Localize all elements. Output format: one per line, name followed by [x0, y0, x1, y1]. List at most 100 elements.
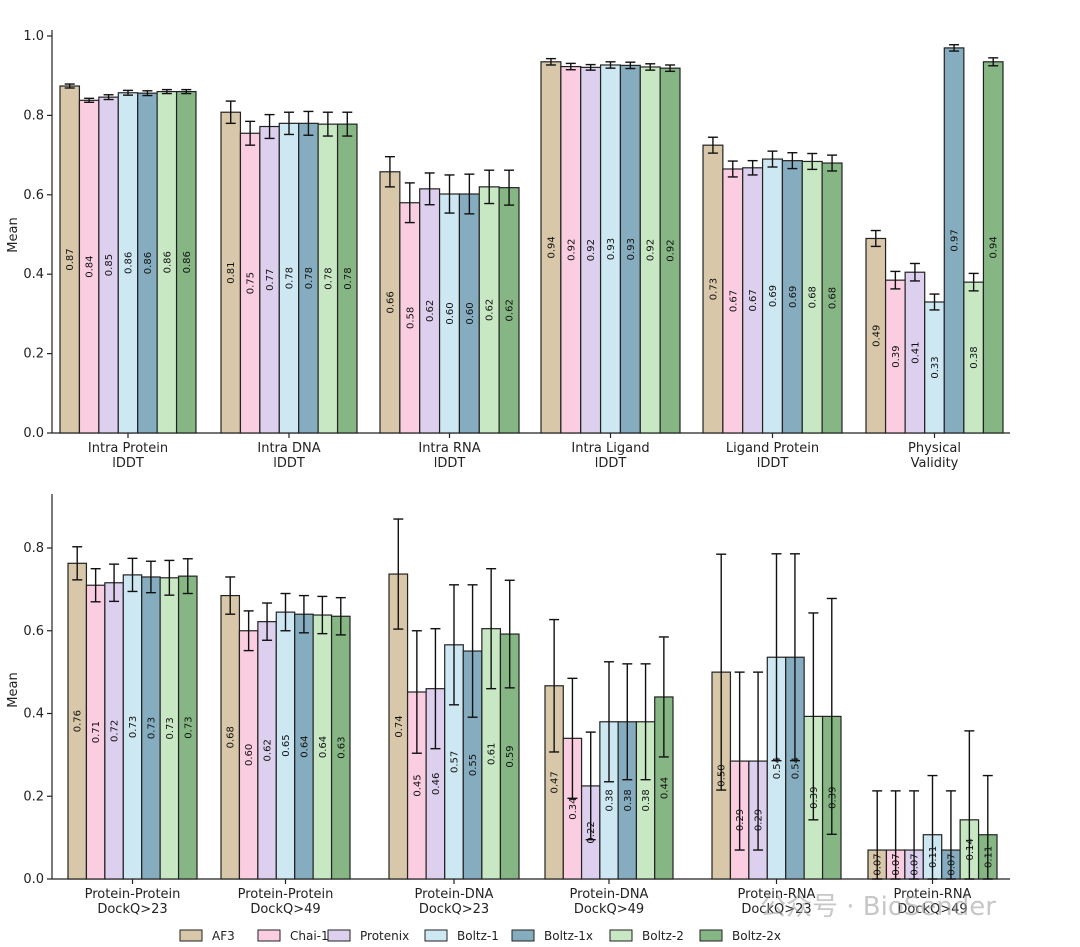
data-label: 0.49	[871, 325, 882, 347]
data-label: 0.38	[641, 789, 652, 811]
data-label: 0.94	[546, 236, 557, 258]
data-label: 0.63	[336, 737, 347, 759]
data-label: 0.78	[343, 267, 354, 289]
data-label: 0.86	[162, 251, 173, 273]
watermark-text: 公众号 · BioSender	[760, 892, 996, 922]
data-label: 0.86	[143, 252, 154, 274]
legend: AF3 Chai-1 Protenix Boltz-1 Boltz-1x Boltz-2 B…	[179, 929, 781, 943]
data-label: 0.41	[910, 341, 921, 363]
y-tick-label: 0.8	[23, 108, 44, 123]
data-label: 0.78	[323, 267, 334, 289]
data-label: 0.71	[91, 721, 102, 743]
data-label: 0.54	[790, 757, 801, 779]
legend-swatch-chai-1	[257, 929, 281, 942]
data-label: 0.61	[487, 743, 498, 765]
data-label: 0.93	[606, 238, 617, 260]
data-label: 0.85	[104, 254, 115, 276]
x-tick-label: DockQ>49	[897, 902, 967, 917]
y-axis-label: Mean	[6, 217, 21, 252]
x-tick-label: Intra Ligand	[571, 441, 649, 456]
data-label: 0.64	[318, 736, 329, 758]
data-label: 0.58	[405, 307, 416, 329]
x-tick-label: Intra Protein	[88, 441, 168, 456]
legend-swatch-boltz-2	[609, 929, 633, 942]
data-label: 0.60	[445, 302, 456, 324]
data-label: 0.92	[566, 239, 577, 261]
data-label: 0.45	[412, 774, 423, 796]
data-label: 0.66	[385, 291, 396, 313]
x-tick-label: lDDT	[434, 456, 466, 471]
data-label: 0.69	[788, 286, 799, 308]
data-label: 0.64	[299, 735, 310, 757]
data-label: 0.73	[708, 278, 719, 300]
x-tick-label: Protein-DNA	[570, 887, 649, 902]
x-tick-label: DockQ>23	[741, 902, 811, 917]
data-label: 0.67	[748, 289, 759, 311]
data-label: 0.62	[505, 299, 516, 321]
x-tick-label: lDDT	[595, 456, 627, 471]
x-tick-label: Protein-DNA	[415, 887, 494, 902]
data-label: 0.86	[182, 251, 193, 273]
data-label: 0.11	[983, 846, 994, 868]
data-label: 0.07	[946, 853, 957, 875]
data-label: 0.38	[623, 789, 634, 811]
x-tick-label: Protein-Protein	[85, 887, 181, 902]
x-tick-label: Intra RNA	[418, 441, 480, 456]
data-label: 0.62	[425, 300, 436, 322]
data-label: 0.44	[659, 777, 670, 799]
data-label: 0.97	[950, 229, 961, 251]
data-label: 0.29	[735, 809, 746, 831]
data-label: 0.92	[666, 239, 677, 261]
data-label: 0.46	[431, 773, 442, 795]
y-tick-label: 0.4	[23, 267, 44, 282]
data-label: 0.73	[165, 717, 176, 739]
y-tick-label: 1.0	[23, 29, 44, 44]
x-tick-label: DockQ>49	[574, 902, 644, 917]
data-label: 0.54	[772, 757, 783, 779]
data-label: 0.60	[244, 744, 255, 766]
data-label: 0.62	[485, 299, 496, 321]
chart-bottom-panel: 0.0 0.2 0.4 0.6 0.8 Mean 0.76 0.71 0.72 0.73 0.73 0…	[6, 494, 1010, 917]
data-label: 0.68	[828, 287, 839, 309]
data-label: 0.73	[146, 717, 157, 739]
data-label: 0.50	[717, 764, 728, 786]
y-tick-label: 0.6	[23, 188, 44, 203]
x-tick-label: Validity	[911, 456, 959, 471]
data-label: 0.84	[85, 256, 96, 278]
chart-top-panel: 0.0 0.2 0.4 0.6 0.8 1.0 Mean 0.87 0.84 0.85 0.86 0.…	[6, 29, 1010, 471]
data-label: 0.75	[246, 272, 257, 294]
data-label: 0.78	[304, 267, 315, 289]
data-label: 0.93	[626, 238, 637, 260]
x-tick-label: DockQ>23	[419, 902, 489, 917]
x-tick-label: lDDT	[757, 456, 789, 471]
x-tick-label: lDDT	[273, 456, 305, 471]
y-tick-label: 0.0	[23, 426, 44, 441]
data-label: 0.69	[768, 285, 779, 307]
data-label: 0.76	[73, 710, 84, 732]
x-tick-label: lDDT	[112, 456, 144, 471]
x-tick-label: Ligand Protein	[726, 441, 819, 456]
y-tick-label: 0.4	[23, 707, 44, 722]
x-tick-label: Physical	[908, 441, 961, 456]
data-label: 0.39	[891, 345, 902, 367]
x-tick-label: DockQ>49	[250, 902, 320, 917]
data-label: 0.68	[808, 286, 819, 308]
y-tick-label: 0.0	[23, 872, 44, 887]
legend-label-boltz-2x: Boltz-2x	[732, 929, 781, 943]
data-label: 0.77	[265, 269, 276, 291]
data-label: 0.33	[930, 356, 941, 378]
data-label: 0.47	[550, 771, 561, 793]
legend-swatch-af3	[179, 929, 203, 942]
data-label: 0.68	[226, 726, 237, 748]
data-label: 0.73	[128, 716, 139, 738]
data-label: 0.07	[873, 853, 884, 875]
legend-swatch-boltz-1	[424, 929, 448, 942]
x-tick-label: Protein-Protein	[238, 887, 334, 902]
data-label: 0.94	[989, 236, 1000, 258]
x-tick-label: Protein-RNA	[894, 887, 972, 902]
data-label: 0.22	[586, 821, 597, 843]
data-label: 0.81	[226, 261, 237, 283]
legend-label-protenix: Protenix	[360, 929, 409, 943]
y-tick-label: 0.8	[23, 541, 44, 556]
